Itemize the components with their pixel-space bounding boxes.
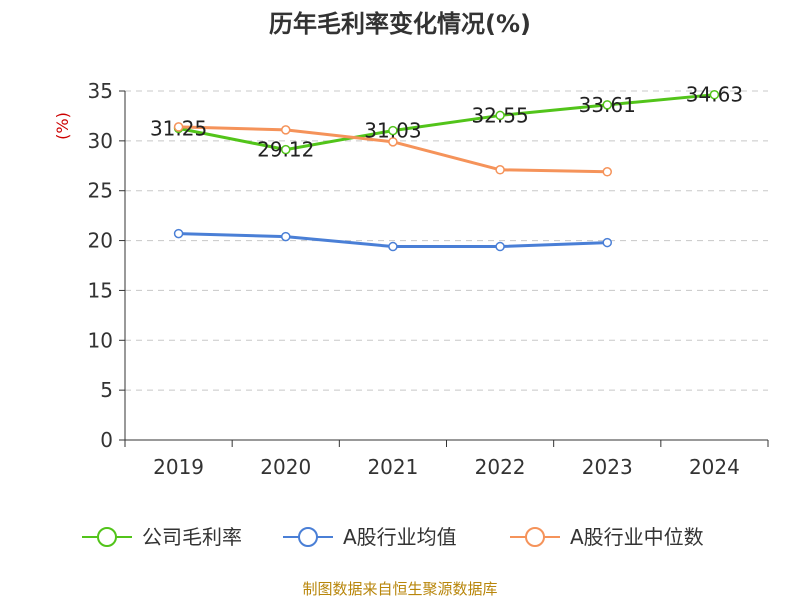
legend-marker-1 — [298, 527, 318, 547]
grid — [125, 90, 768, 391]
data-point — [602, 167, 612, 177]
y-tick-label: 30 — [88, 129, 113, 153]
source-note: 制图数据来自恒生聚源数据库 — [302, 580, 497, 598]
data-point — [495, 110, 505, 121]
data-point — [281, 144, 291, 155]
y-tick-label: 5 — [100, 378, 113, 402]
data-label: 33.61 — [579, 93, 636, 117]
data-label: 29.12 — [257, 138, 314, 162]
series — [173, 89, 720, 252]
x-tick-label: 2021 — [367, 455, 418, 479]
y-tick-label: 25 — [88, 179, 113, 203]
data-labels: 31.25 29.12 31.03 32.55 33.61 34.63 — [150, 83, 743, 162]
data-label: 32.55 — [471, 103, 528, 127]
data-point — [173, 122, 184, 132]
data-point — [709, 89, 720, 100]
x-tick-label: 2019 — [153, 455, 204, 479]
x-tick-label: 2020 — [260, 455, 311, 479]
data-point — [281, 231, 291, 242]
y-tick-label: 15 — [88, 278, 113, 302]
data-point — [388, 241, 398, 252]
y-tick-label: 20 — [88, 229, 113, 253]
x-tick-label: 2022 — [475, 455, 526, 479]
y-tick-label: 0 — [100, 428, 113, 452]
data-point — [388, 137, 398, 147]
data-point — [602, 100, 612, 110]
y-tick-label: 35 — [88, 79, 113, 103]
data-point — [495, 165, 505, 175]
axes: 0 5 10 15 20 25 30 35 2019 2020 2021 2022 2023 2024 — [88, 79, 769, 479]
data-label: 31.03 — [364, 119, 421, 143]
data-point — [173, 228, 184, 239]
data-label: 34.63 — [686, 83, 743, 107]
chart-title: 历年毛利率变化情况(%) — [269, 10, 531, 38]
data-point — [388, 125, 398, 136]
legend-marker-2 — [525, 527, 545, 547]
data-point — [495, 241, 505, 252]
legend-label-0: 公司毛利率 — [142, 525, 242, 549]
legend: 公司毛利率 A股行业均值 A股行业中位数 — [82, 525, 704, 549]
data-point — [602, 237, 612, 248]
x-tick-label: 2023 — [582, 455, 633, 479]
series-line-0 — [178, 93, 715, 152]
legend-label-1: A股行业均值 — [343, 525, 457, 549]
x-tick-label: 2024 — [689, 455, 740, 479]
data-point — [281, 125, 291, 135]
data-label: 31.25 — [150, 116, 207, 140]
y-tick-label: 10 — [88, 328, 113, 352]
legend-label-2: A股行业中位数 — [570, 525, 704, 549]
legend-marker-0 — [97, 527, 117, 547]
y-axis-label: (%) — [53, 112, 72, 140]
